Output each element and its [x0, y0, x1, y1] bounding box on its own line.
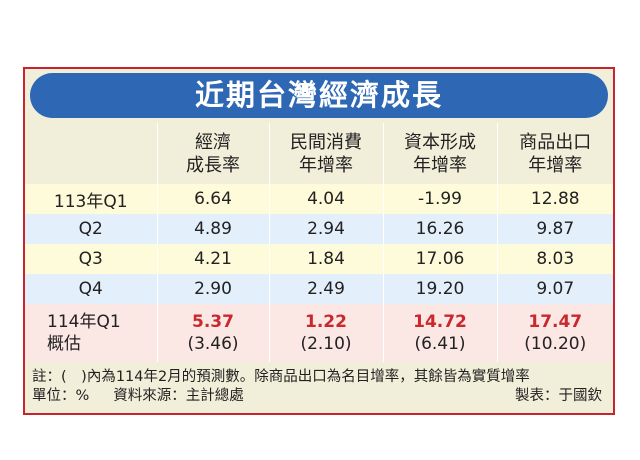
header-corner	[25, 123, 158, 184]
table-cell: 4.21	[157, 244, 270, 274]
estimate-value: 1.22	[305, 312, 347, 332]
table-header-row: 經濟 成長率 民間消費 年增率 資本形成 年增率 商品出口 年增率	[25, 123, 613, 184]
header-goods-exports: 商品出口 年增率	[497, 123, 613, 184]
header-private-consumption: 民間消費 年增率	[269, 123, 384, 184]
table-cell: 1.22 (2.10)	[269, 304, 384, 362]
header-line: 商品出口	[519, 131, 592, 153]
row-label: Q4	[25, 274, 158, 304]
row-label: Q2	[25, 214, 158, 244]
table-cell: 4.89	[157, 214, 270, 244]
prior-forecast-value: (3.46)	[187, 334, 239, 354]
row-label-line: 概估	[47, 334, 81, 354]
table-row: 113年Q1 6.64 4.04 -1.99 12.88	[25, 184, 613, 214]
estimate-value: 14.72	[413, 312, 467, 332]
row-label: 113年Q1	[25, 184, 158, 214]
growth-table: 經濟 成長率 民間消費 年增率 資本形成 年增率 商品出口 年增率 113年Q1 6.6…	[25, 123, 613, 362]
estimate-row: 114年Q1 概估 5.37 (3.46) 1.22 (2.10) 14.72 (6.4…	[25, 304, 613, 362]
table-cell: 1.84	[269, 244, 384, 274]
table-row: Q4 2.90 2.49 19.20 9.07	[25, 274, 613, 304]
header-gdp-growth: 經濟 成長率	[157, 123, 270, 184]
unit-label: 單位：%	[32, 388, 90, 404]
estimate-value: 5.37	[192, 312, 234, 332]
table-cell: 16.26	[383, 214, 498, 244]
row-label-line: 114年Q1	[47, 312, 121, 332]
table-row: Q3 4.21 1.84 17.06 8.03	[25, 244, 613, 274]
table-cell: 2.49	[269, 274, 384, 304]
infographic-frame: 近期台灣經濟成長 經濟 成長率 民間消費 年增率 資本形成 年增率 商品出口 年增率 1…	[23, 67, 615, 415]
table-cell: 9.87	[497, 214, 613, 244]
infographic-title: 近期台灣經濟成長	[194, 78, 443, 112]
header-line: 年增率	[299, 154, 353, 176]
table-cell: 12.88	[497, 184, 613, 214]
table-cell: 14.72 (6.41)	[383, 304, 498, 362]
header-line: 資本形成	[404, 131, 476, 153]
table-cell: 5.37 (3.46)	[157, 304, 270, 362]
table-cell: 8.03	[497, 244, 613, 274]
table-cell: 17.47 (10.20)	[497, 304, 613, 362]
table-cell: 2.90	[157, 274, 270, 304]
table-cell: 9.07	[497, 274, 613, 304]
estimate-value: 17.47	[528, 312, 583, 332]
header-line: 經濟	[195, 131, 231, 153]
table-cell: 17.06	[383, 244, 498, 274]
prior-forecast-value: (2.10)	[300, 334, 352, 354]
header-line: 民間消費	[290, 131, 362, 153]
prior-forecast-value: (10.20)	[524, 334, 587, 354]
table-row: Q2 4.89 2.94 16.26 9.87	[25, 214, 613, 244]
row-label: 114年Q1 概估	[25, 304, 158, 362]
header-capital-formation: 資本形成 年增率	[383, 123, 498, 184]
prior-forecast-value: (6.41)	[414, 334, 466, 354]
table-cell: 4.04	[269, 184, 384, 214]
header-line: 年增率	[528, 154, 583, 176]
table-cell: 6.64	[157, 184, 270, 214]
header-line: 年增率	[413, 154, 467, 176]
credit-label: 製表：于國欽	[515, 388, 602, 404]
table-cell: 2.94	[269, 214, 384, 244]
spacer	[89, 387, 113, 406]
footnotes: 註：( )內為114年2月的預測數。除商品出口為名目增率，其餘皆為實質增率 單位…	[32, 368, 608, 406]
table-cell: 19.20	[383, 274, 498, 304]
table-cell: -1.99	[383, 184, 498, 214]
source-label: 資料來源：主計總處	[113, 388, 244, 404]
title-banner: 近期台灣經濟成長	[30, 73, 608, 118]
footnote-text: 註：( )內為114年2月的預測數。除商品出口為名目增率，其餘皆為實質增率	[32, 369, 530, 385]
header-line: 成長率	[186, 154, 240, 176]
row-label: Q3	[25, 244, 158, 274]
footnote-row: 單位：% 資料來源：主計總處 製表：于國欽	[32, 387, 608, 406]
